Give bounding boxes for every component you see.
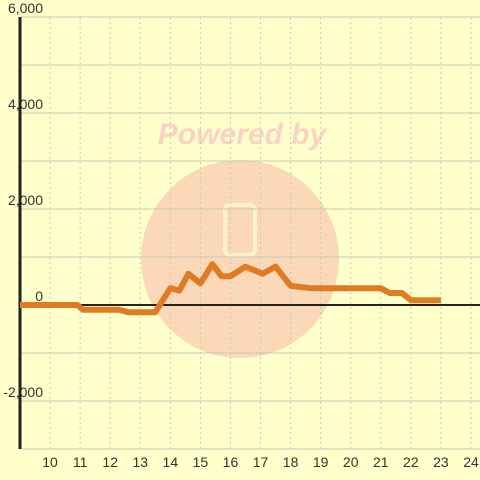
y-tick-label: 0 bbox=[35, 288, 43, 304]
x-tick-label: 18 bbox=[283, 454, 299, 470]
x-tick-label: 19 bbox=[313, 454, 329, 470]
x-tick-label: 17 bbox=[253, 454, 269, 470]
x-tick-label: 16 bbox=[223, 454, 239, 470]
y-tick-label: 2,000 bbox=[8, 192, 43, 208]
x-tick-label: 14 bbox=[163, 454, 179, 470]
x-tick-label: 15 bbox=[193, 454, 209, 470]
x-tick-label: 23 bbox=[433, 454, 449, 470]
y-tick-label: 6,000 bbox=[8, 0, 43, 16]
watermark-icon bbox=[223, 203, 257, 257]
x-tick-label: 24 bbox=[463, 454, 479, 470]
y-tick-label: 4,000 bbox=[8, 96, 43, 112]
x-tick-label: 10 bbox=[42, 454, 58, 470]
y-tick-label: -2,000 bbox=[3, 384, 43, 400]
data-line bbox=[20, 261, 441, 316]
watermark-text: Powered by bbox=[158, 118, 328, 151]
x-tick-label: 20 bbox=[343, 454, 359, 470]
x-tick-label: 21 bbox=[373, 454, 389, 470]
x-tick-label: 13 bbox=[132, 454, 148, 470]
x-tick-label: 12 bbox=[102, 454, 118, 470]
x-tick-label: 22 bbox=[403, 454, 419, 470]
x-tick-label: 11 bbox=[73, 454, 88, 470]
